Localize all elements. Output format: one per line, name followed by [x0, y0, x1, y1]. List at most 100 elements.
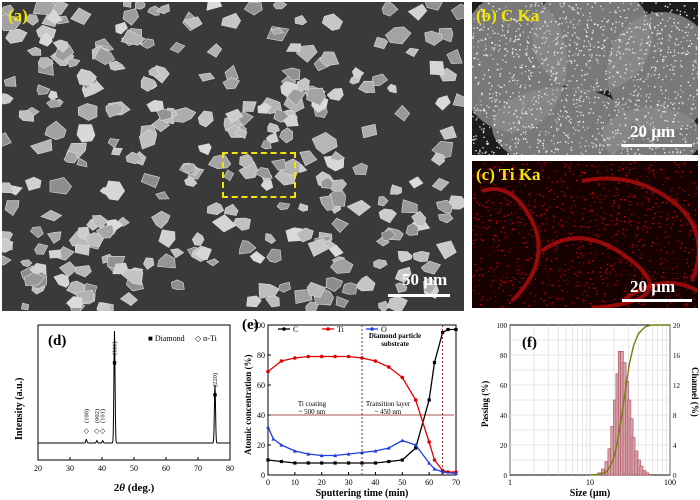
carbon-signal-dot — [634, 26, 636, 29]
titanium-signal-dot — [625, 229, 627, 231]
depth-x-tick-label: 0 — [266, 478, 270, 487]
carbon-signal-dot — [577, 124, 580, 126]
titanium-signal-dot — [624, 258, 626, 260]
titanium-signal-dot — [546, 304, 549, 307]
titanium-signal-dot — [640, 187, 642, 189]
titanium-signal-dot — [554, 250, 556, 252]
carbon-signal-dot — [577, 12, 580, 15]
sem-particle — [270, 28, 284, 35]
carbon-signal-dot — [549, 33, 551, 35]
sem-particle — [223, 203, 239, 216]
titanium-signal-dot — [610, 247, 613, 249]
carbon-signal-dot — [480, 128, 483, 130]
titanium-signal-dot — [568, 166, 571, 168]
carbon-signal-dot — [582, 14, 584, 16]
panel-label-b: (b) C Ka — [476, 6, 540, 25]
carbon-signal-dot — [557, 117, 559, 120]
titanium-signal-dot — [645, 226, 647, 229]
carbon-signal-dot — [670, 64, 672, 66]
titanium-signal-dot — [696, 274, 698, 276]
carbon-signal-dot — [595, 83, 597, 85]
titanium-signal-dot — [654, 161, 656, 163]
carbon-signal-dot — [610, 60, 612, 62]
carbon-signal-dot — [531, 48, 534, 50]
carbon-signal-dot — [525, 12, 527, 14]
data-point-o — [279, 443, 284, 447]
carbon-signal-dot — [515, 152, 518, 155]
titanium-signal-dot — [667, 217, 669, 219]
carbon-signal-dot — [666, 132, 669, 134]
carbon-signal-dot — [576, 99, 578, 101]
titanium-signal-dot — [556, 181, 558, 184]
size-y-left-tick-label: 80 — [500, 352, 508, 360]
sem-particle — [156, 3, 170, 15]
carbon-signal-dot — [634, 76, 636, 78]
carbon-signal-dot — [477, 16, 479, 18]
carbon-signal-dot — [556, 33, 559, 35]
titanium-signal-dot — [635, 178, 638, 180]
carbon-signal-dot — [660, 42, 662, 44]
carbon-signal-dot — [480, 104, 482, 106]
carbon-signal-dot — [607, 137, 609, 139]
titanium-signal-dot — [622, 168, 624, 170]
carbon-signal-dot — [585, 35, 588, 37]
titanium-signal-dot — [543, 195, 545, 197]
titanium-signal-dot — [559, 275, 561, 278]
titanium-signal-dot — [603, 292, 605, 295]
carbon-signal-dot — [673, 54, 676, 57]
sem-particle — [386, 83, 397, 94]
carbon-signal-dot — [507, 31, 509, 33]
carbon-signal-dot — [503, 121, 505, 123]
titanium-signal-dot — [554, 192, 556, 195]
carbon-signal-dot — [618, 39, 620, 41]
titanium-signal-dot — [572, 205, 574, 207]
carbon-signal-dot — [535, 51, 537, 54]
sem-particle — [121, 268, 144, 286]
titanium-signal-dot — [500, 193, 502, 195]
carbon-signal-dot — [523, 96, 526, 99]
titanium-signal-dot — [473, 197, 476, 199]
carbon-signal-dot — [498, 141, 500, 144]
carbon-signal-dot — [533, 64, 535, 67]
titanium-signal-dot — [570, 233, 573, 235]
titanium-signal-dot — [580, 272, 582, 274]
carbon-signal-dot — [477, 83, 479, 85]
titanium-signal-dot — [553, 198, 555, 201]
titanium-signal-dot — [647, 175, 649, 178]
titanium-signal-dot — [526, 246, 528, 248]
carbon-signal-dot — [529, 15, 531, 17]
titanium-signal-dot — [498, 244, 500, 246]
carbon-signal-dot — [572, 23, 575, 26]
carbon-signal-dot — [609, 136, 611, 139]
titanium-signal-dot — [645, 196, 647, 198]
carbon-signal-dot — [657, 24, 659, 26]
carbon-signal-dot — [544, 59, 546, 61]
carbon-signal-dot — [491, 47, 493, 49]
carbon-signal-dot — [478, 5, 481, 7]
carbon-signal-dot — [590, 85, 592, 87]
titanium-signal-dot — [635, 245, 637, 247]
titanium-signal-dot — [509, 302, 511, 304]
titanium-signal-dot — [619, 259, 621, 261]
carbon-signal-dot — [530, 20, 533, 23]
titanium-signal-dot — [551, 162, 553, 164]
carbon-signal-dot — [673, 22, 675, 24]
carbon-signal-dot — [570, 20, 572, 22]
titanium-signal-dot — [595, 224, 597, 227]
titanium-signal-dot — [560, 208, 562, 210]
carbon-signal-dot — [598, 132, 600, 135]
carbon-signal-dot — [662, 111, 664, 113]
carbon-signal-dot — [488, 93, 491, 95]
carbon-signal-dot — [487, 2, 490, 5]
titanium-signal-dot — [651, 297, 653, 299]
carbon-signal-dot — [525, 130, 527, 133]
carbon-signal-dot — [493, 47, 496, 49]
carbon-signal-dot — [612, 131, 614, 133]
annot-transition-line2: ~ 450 nm — [375, 408, 402, 416]
size-y-right-label: Channel (%) — [690, 367, 700, 417]
carbon-signal-dot — [535, 9, 538, 12]
titanium-signal-dot — [665, 252, 668, 254]
carbon-signal-dot — [637, 86, 640, 88]
carbon-signal-dot — [482, 23, 485, 25]
